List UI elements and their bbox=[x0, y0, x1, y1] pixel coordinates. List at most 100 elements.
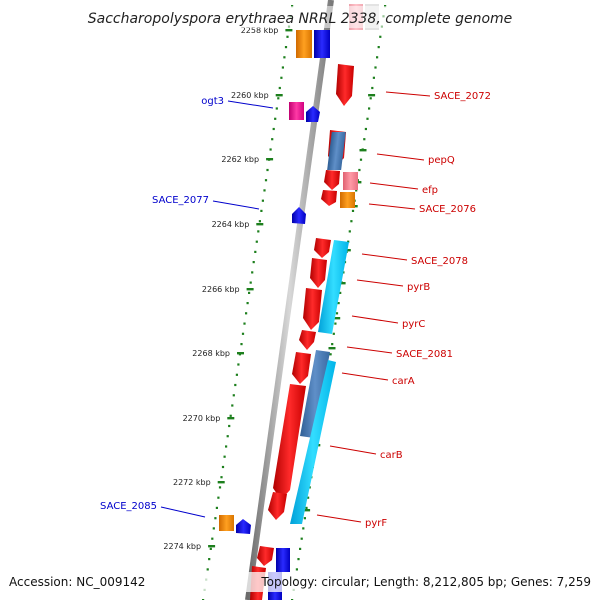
gene-label-pyrc[interactable]: pyrC bbox=[402, 319, 425, 330]
rail-dot bbox=[355, 189, 358, 192]
rail-dot bbox=[347, 240, 350, 243]
gene-label-pyrb[interactable]: pyrB bbox=[407, 282, 430, 293]
rail-dot bbox=[280, 76, 283, 79]
rail-dot bbox=[254, 250, 257, 253]
rail-dot bbox=[248, 291, 251, 294]
label-connector-line bbox=[329, 445, 377, 455]
label-connectors bbox=[160, 91, 431, 523]
rail-dot bbox=[379, 35, 382, 38]
rail-dot bbox=[235, 373, 238, 376]
rail-dot bbox=[263, 189, 266, 192]
rail-dot bbox=[240, 343, 243, 346]
rail-dot bbox=[226, 435, 229, 438]
rail-dot bbox=[369, 97, 372, 100]
rail-dot bbox=[332, 332, 335, 335]
rail-dot bbox=[302, 527, 305, 530]
rail-dot bbox=[221, 465, 225, 469]
rail-dot bbox=[251, 271, 254, 274]
rail-dot bbox=[307, 496, 310, 499]
label-connector-line bbox=[376, 153, 425, 161]
rail-tick-dash bbox=[338, 282, 346, 285]
kbp-tick-dash bbox=[208, 545, 216, 548]
gene-feature-efp-red bbox=[324, 170, 340, 190]
rail-dot bbox=[278, 86, 281, 90]
gene-label-sace2077[interactable]: SACE_2077 bbox=[152, 195, 209, 206]
rail-dot bbox=[237, 363, 240, 366]
gene-feature-cyan-carb bbox=[290, 360, 336, 524]
rail-tick-dash bbox=[368, 94, 376, 97]
rail-dot bbox=[232, 394, 235, 397]
gene-label-sace2078[interactable]: SACE_2078 bbox=[411, 256, 468, 267]
label-connector-line bbox=[341, 372, 389, 381]
rail-dot bbox=[208, 558, 211, 561]
gene-label-sace2085[interactable]: SACE_2085 bbox=[100, 501, 157, 512]
rail-dot bbox=[234, 383, 237, 387]
kbp-label: 2260 kbp bbox=[231, 91, 269, 100]
gene-feature-2076-orange bbox=[340, 192, 355, 208]
rail-dot bbox=[305, 506, 308, 509]
rail-dot bbox=[366, 117, 369, 120]
rail-dot bbox=[376, 56, 379, 59]
rail-dot bbox=[264, 179, 268, 182]
rail-dot bbox=[229, 414, 232, 417]
gene-label-efp[interactable]: efp bbox=[422, 185, 438, 196]
label-connector-line bbox=[316, 514, 362, 523]
gene-label-sace2081[interactable]: SACE_2081 bbox=[396, 349, 453, 360]
rail-dot bbox=[283, 56, 286, 59]
gene-feature-blue-top bbox=[314, 30, 330, 58]
rail-dot bbox=[299, 547, 302, 550]
kbp-tick-dash bbox=[256, 223, 264, 226]
rail-tick-dash bbox=[359, 149, 367, 152]
rail-dot bbox=[218, 486, 222, 489]
gene-feature-2076-red bbox=[321, 190, 337, 206]
gene-label-cara[interactable]: carA bbox=[392, 376, 415, 387]
rail-dot bbox=[225, 445, 228, 448]
rail-dot bbox=[261, 199, 264, 202]
gene-feature-2081-red bbox=[299, 330, 316, 350]
rail-dot bbox=[350, 220, 353, 223]
gene-feature-orange-top bbox=[296, 30, 312, 58]
rail-dot bbox=[255, 240, 258, 243]
rail-dot bbox=[245, 312, 248, 315]
rail-dot bbox=[260, 209, 263, 212]
gene-label-sace2076[interactable]: SACE_2076 bbox=[419, 204, 476, 215]
rail-dot bbox=[243, 322, 246, 325]
rail-dot bbox=[252, 261, 255, 264]
genome-backbone bbox=[245, 0, 334, 600]
rail-dot bbox=[266, 168, 269, 172]
gene-features bbox=[219, 4, 379, 600]
label-connector-line bbox=[369, 182, 419, 190]
rail-dot bbox=[215, 506, 218, 509]
kbp-label: 2258 kbp bbox=[241, 26, 279, 35]
gene-labels: SACE_2072 ogt3 pepQ efp SACE_2077 SACE_2… bbox=[100, 91, 491, 529]
rail-dot bbox=[374, 66, 377, 69]
rail-dot bbox=[231, 404, 234, 407]
rail-dot bbox=[339, 291, 342, 294]
rail-dot bbox=[329, 353, 332, 356]
gene-label-pyrf[interactable]: pyrF bbox=[365, 518, 387, 529]
gene-feature-sace2072 bbox=[336, 64, 354, 106]
label-connector-line bbox=[160, 506, 206, 518]
rail-dot bbox=[303, 517, 306, 520]
kbp-tick-dash bbox=[266, 158, 274, 161]
gene-label-sace2072[interactable]: SACE_2072 bbox=[434, 91, 491, 102]
kbp-label: 2262 kbp bbox=[221, 155, 259, 164]
rail-dot bbox=[371, 86, 374, 90]
kbp-label: 2274 kbp bbox=[163, 542, 201, 551]
gene-label-ogt3[interactable]: ogt3 bbox=[201, 96, 224, 107]
rail-dot bbox=[351, 209, 355, 212]
rail-dot bbox=[209, 547, 212, 550]
gene-feature-cyan-pyrbc bbox=[318, 240, 349, 334]
gene-feature-bottom-blue-1 bbox=[276, 548, 290, 572]
kbp-tick-dash bbox=[275, 94, 283, 97]
label-connector-line bbox=[361, 253, 408, 261]
rail-dot bbox=[368, 107, 371, 110]
gene-label-carb[interactable]: carB bbox=[380, 450, 403, 461]
rail-dot bbox=[348, 230, 351, 233]
rail-dot bbox=[359, 158, 363, 161]
rail-dot bbox=[331, 343, 334, 346]
gene-feature-bottom-red-1 bbox=[257, 546, 274, 566]
kbp-label: 2268 kbp bbox=[192, 349, 230, 358]
gene-label-pepq[interactable]: pepQ bbox=[428, 155, 455, 166]
